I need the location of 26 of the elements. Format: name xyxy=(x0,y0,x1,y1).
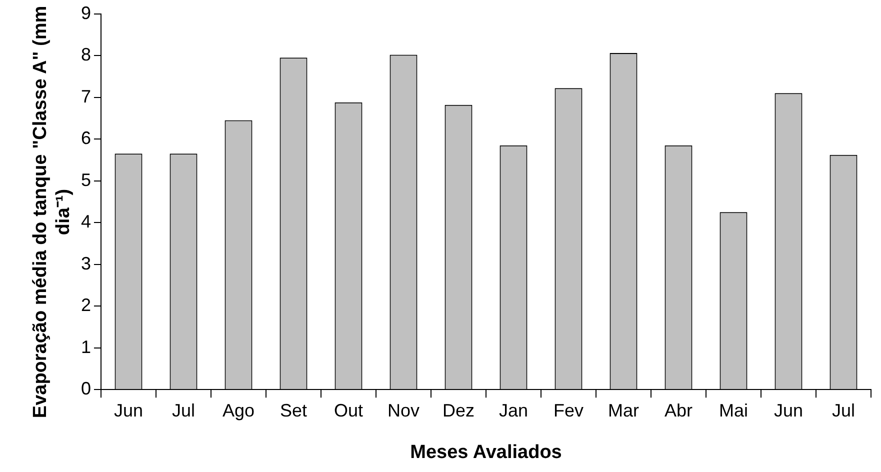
y-tick-label: 0 xyxy=(80,378,92,399)
x-tick-label: Fev xyxy=(553,400,584,420)
x-axis-title: Meses Avaliados xyxy=(410,442,562,463)
y-tick-label: 9 xyxy=(80,2,92,23)
y-tick-label: 4 xyxy=(80,212,92,232)
x-tick-label: Mai xyxy=(718,400,748,420)
x-tick-label: Jul xyxy=(832,400,856,420)
y-axis-title: Evaporação média do tanque "Classe A" (mm dia⁻¹) xyxy=(29,4,75,420)
x-tick-label: Jun xyxy=(114,400,144,420)
x-tick-label: Jan xyxy=(498,400,528,420)
x-tick-label: Dez xyxy=(442,400,475,420)
x-tick-label: Mar xyxy=(608,400,640,420)
y-tick-label: 8 xyxy=(80,44,92,65)
x-tick-label: Out xyxy=(334,400,364,420)
x-tick-label: Ago xyxy=(222,400,255,420)
x-tick-label: Jun xyxy=(774,400,804,420)
y-tick-label: 6 xyxy=(80,128,92,148)
y-tick-label: 3 xyxy=(80,253,92,274)
y-tick-label: 7 xyxy=(80,86,92,106)
y-tick-label: 5 xyxy=(80,170,92,190)
y-tick-label: 1 xyxy=(80,336,92,357)
x-tick-label: Nov xyxy=(388,400,420,420)
x-tick-label: Set xyxy=(280,400,308,420)
x-tick-label: Abr xyxy=(664,400,693,420)
y-tick-label: 2 xyxy=(80,295,92,316)
x-tick-label: Jul xyxy=(172,400,196,420)
